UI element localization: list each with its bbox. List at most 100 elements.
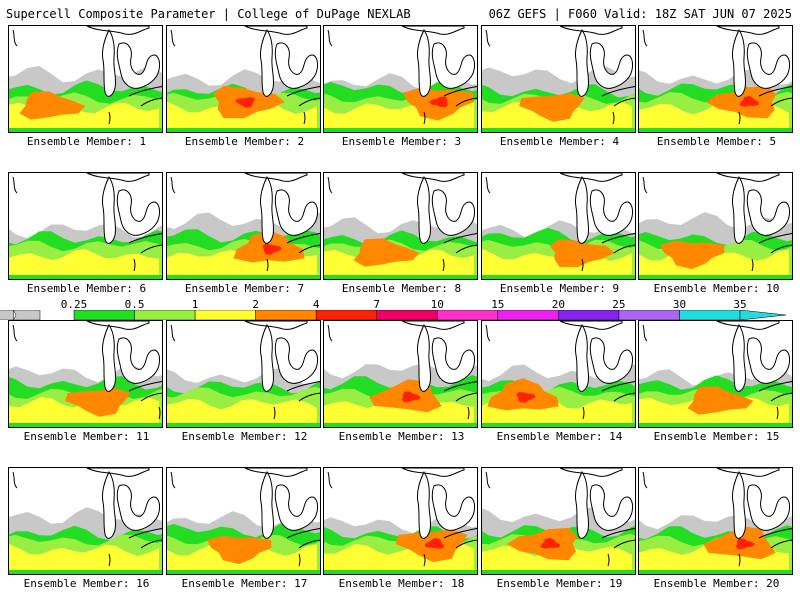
- coastline: [116, 337, 160, 384]
- ensemble-member-map: [323, 25, 478, 133]
- coastline: [758, 527, 792, 549]
- coastline: [589, 484, 633, 531]
- member-label: Ensemble Member: 10: [653, 282, 780, 295]
- ensemble-member-map: [8, 172, 163, 280]
- contour-4: [19, 91, 86, 120]
- contour-2: [9, 543, 159, 574]
- ensemble-member-map: [481, 25, 636, 133]
- scp-field-map: [9, 173, 162, 279]
- coastline: [746, 189, 790, 236]
- coastline: [286, 527, 320, 549]
- coastline: [746, 484, 790, 531]
- coastline: [116, 42, 160, 89]
- coastline: [431, 189, 475, 236]
- coastline: [116, 484, 160, 531]
- legend-color-bar: [0, 310, 787, 320]
- contour-7: [262, 243, 282, 255]
- coastline: [260, 324, 275, 392]
- coastline: [12, 324, 18, 342]
- coastline: [102, 471, 117, 539]
- coastline: [443, 527, 477, 549]
- coastline: [732, 29, 747, 97]
- member-label: Ensemble Member: 3: [341, 135, 462, 148]
- coastline: [642, 176, 648, 194]
- coastline: [716, 468, 780, 477]
- coastline: [642, 471, 648, 489]
- member-label: Ensemble Member: 19: [496, 577, 623, 590]
- ensemble-member-map: [8, 467, 163, 575]
- coastline: [244, 468, 308, 477]
- coastline: [485, 29, 491, 47]
- coastline: [431, 484, 475, 531]
- coastline: [260, 29, 275, 97]
- ensemble-member-map: [166, 467, 321, 575]
- contour-7: [540, 537, 560, 549]
- coastline: [102, 29, 117, 97]
- scp-field-map: [167, 321, 320, 427]
- coastline: [642, 324, 648, 342]
- member-label: Ensemble Member: 20: [653, 577, 780, 590]
- contour-2: [9, 396, 159, 427]
- coastline: [716, 173, 780, 182]
- coastline: [589, 42, 633, 89]
- member-label: Ensemble Member: 1: [26, 135, 147, 148]
- scp-field-map: [482, 173, 635, 279]
- member-label: Ensemble Member: 14: [496, 430, 623, 443]
- contour-4: [549, 239, 616, 268]
- member-label: Ensemble Member: 17: [181, 577, 308, 590]
- coastline: [575, 29, 590, 97]
- coastline: [244, 26, 308, 35]
- scp-field-map: [324, 468, 477, 574]
- scp-field-map: [167, 468, 320, 574]
- coastline: [170, 324, 176, 342]
- contour-2: [482, 545, 632, 574]
- coastline: [575, 324, 590, 392]
- coastline: [128, 85, 162, 107]
- coastline: [417, 324, 432, 392]
- legend-swatch: [558, 310, 620, 320]
- scp-field-map: [639, 26, 792, 132]
- scp-field-map: [9, 26, 162, 132]
- scp-field-map: [482, 321, 635, 427]
- coastline: [443, 85, 477, 107]
- coastline: [642, 29, 648, 47]
- legend-tick-label: 2: [252, 298, 259, 311]
- coastline: [12, 176, 18, 194]
- scp-field-map: [639, 321, 792, 427]
- coastline: [260, 176, 275, 244]
- coastline: [102, 324, 117, 392]
- legend-swatch: [315, 310, 377, 320]
- coastline: [559, 468, 623, 477]
- coastline: [274, 337, 318, 384]
- coastline: [128, 380, 162, 402]
- coastline: [102, 176, 117, 244]
- legend-swatch: [618, 310, 680, 320]
- member-label: Ensemble Member: 4: [499, 135, 620, 148]
- ensemble-member-map: [166, 172, 321, 280]
- coastline: [732, 324, 747, 392]
- color-legend: 0.25 0.5 1 2 4 7 10 15 20 25 30 35: [0, 298, 800, 320]
- member-label: Ensemble Member: 11: [23, 430, 150, 443]
- scp-field-map: [167, 173, 320, 279]
- member-label: Ensemble Member: 13: [338, 430, 465, 443]
- legend-tick-label: 7: [373, 298, 381, 311]
- coastline: [575, 471, 590, 539]
- coastline: [589, 337, 633, 384]
- coastline: [601, 380, 635, 402]
- coastline: [274, 189, 318, 236]
- coastline: [559, 173, 623, 182]
- coastline: [286, 380, 320, 402]
- contour-4: [659, 240, 725, 270]
- coastline: [170, 29, 176, 47]
- contour-4: [353, 238, 420, 267]
- legend-tick-label: 15: [491, 298, 505, 311]
- member-label: Ensemble Member: 15: [653, 430, 780, 443]
- legend-swatch: [194, 310, 256, 320]
- coastline: [327, 324, 333, 342]
- coastline: [286, 85, 320, 107]
- coastline: [559, 26, 623, 35]
- legend-swatch: [73, 310, 135, 320]
- chart-title: Supercell Composite Parameter | College …: [6, 7, 411, 21]
- member-label: Ensemble Member: 6: [26, 282, 147, 295]
- coastline: [485, 471, 491, 489]
